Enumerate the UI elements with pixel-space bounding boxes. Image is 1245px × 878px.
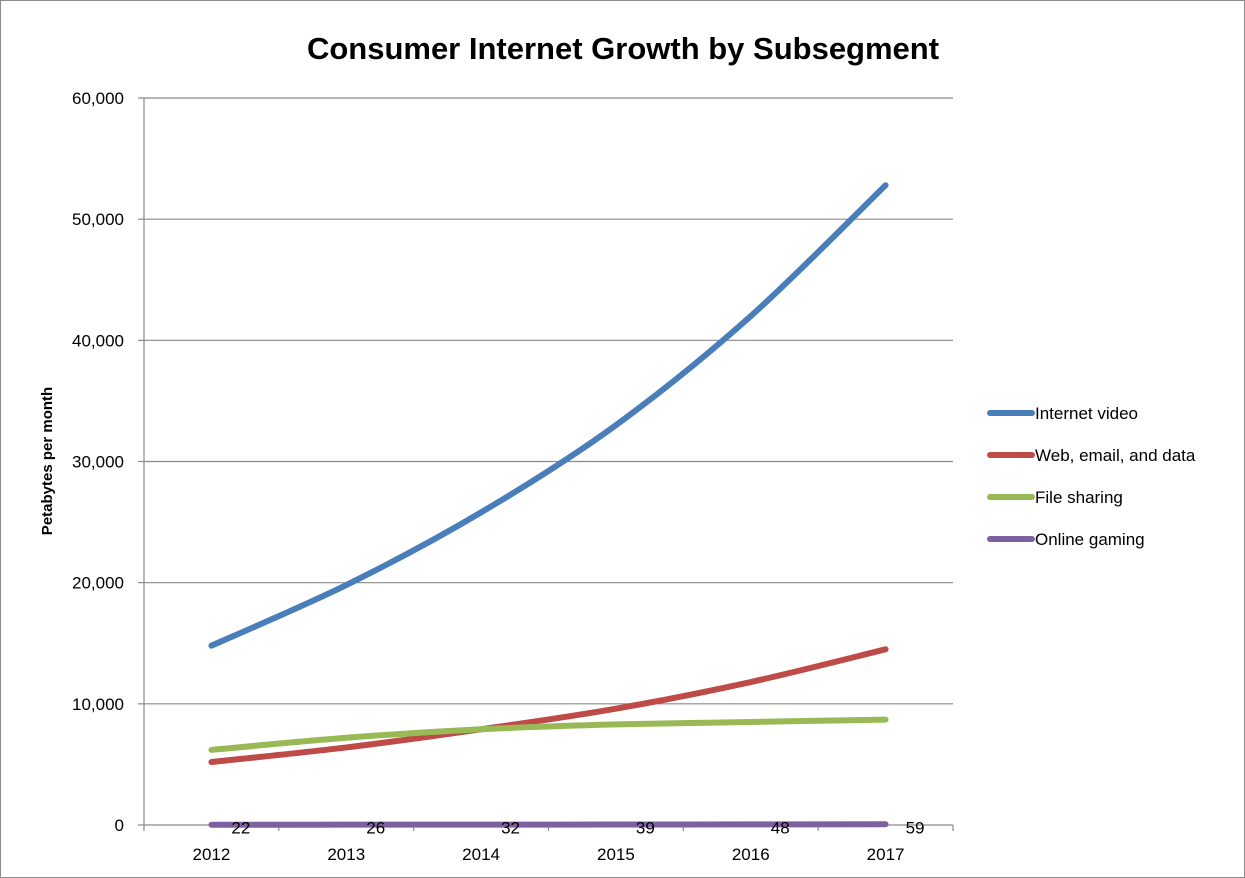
x-tick-label: 2016 (732, 845, 770, 864)
data-point-online-gaming (750, 823, 752, 825)
data-point-online-gaming (885, 823, 887, 825)
data-point-internet-video (480, 511, 482, 513)
data-point-online-gaming (345, 824, 347, 826)
y-tick-label: 20,000 (72, 574, 124, 593)
data-point-web-email-and-data (615, 708, 617, 710)
data-point-file-sharing (750, 721, 752, 723)
y-tick-label: 50,000 (72, 210, 124, 229)
data-point-file-sharing (480, 728, 482, 730)
y-tick-label: 30,000 (72, 453, 124, 472)
data-label-online-gaming: 22 (231, 819, 250, 838)
y-axis-label: Petabytes per month (39, 387, 56, 535)
axes: 0 10,000 20,000 30,000 40,000 50,000 60,000 201… (72, 89, 954, 864)
data-point-web-email-and-data (885, 648, 887, 650)
data-labels: 22 26 32 39 48 59 (231, 818, 924, 837)
data-label-online-gaming: 32 (501, 819, 520, 838)
legend-label-file-sharing: File sharing (1035, 488, 1123, 507)
data-label-online-gaming: 26 (366, 819, 385, 838)
legend-label-internet-video: Internet video (1035, 404, 1138, 423)
data-point-web-email-and-data (750, 681, 752, 683)
x-tick-label: 2015 (597, 845, 635, 864)
data-point-internet-video (885, 184, 887, 186)
data-label-online-gaming: 48 (771, 818, 790, 837)
x-tick-label: 2014 (462, 845, 500, 864)
series-line-file-sharing (208, 716, 889, 753)
data-point-internet-video (345, 584, 347, 586)
y-tick-label: 40,000 (72, 331, 124, 350)
data-label-online-gaming: 59 (906, 818, 925, 837)
y-tick-label: 60,000 (72, 89, 124, 108)
x-tick-label: 2017 (867, 845, 905, 864)
data-label-online-gaming: 39 (636, 819, 655, 838)
data-point-web-email-and-data (345, 746, 347, 748)
data-point-online-gaming (615, 824, 617, 826)
x-tick-label: 2013 (327, 845, 365, 864)
series-lines (208, 182, 889, 828)
data-point-internet-video (615, 424, 617, 426)
data-point-file-sharing (885, 719, 887, 721)
data-point-internet-video (750, 315, 752, 317)
data-point-file-sharing (210, 749, 212, 751)
gridlines (144, 97, 953, 705)
y-tick-label: 0 (115, 816, 124, 835)
data-point-internet-video (210, 645, 212, 647)
x-tick-label: 2012 (193, 845, 231, 864)
data-point-online-gaming (480, 824, 482, 826)
data-point-file-sharing (615, 723, 617, 725)
data-point-web-email-and-data (210, 761, 212, 763)
y-tick-label: 10,000 (72, 695, 124, 714)
legend-label-web-email-and-data: Web, email, and data (1035, 446, 1196, 465)
series-line-web-email-and-data (208, 646, 889, 765)
data-point-file-sharing (345, 737, 347, 739)
data-point-online-gaming (210, 824, 212, 826)
chart-title: Consumer Internet Growth by Subsegment (307, 31, 939, 66)
legend-label-online-gaming: Online gaming (1035, 530, 1145, 549)
series-line-internet-video (208, 182, 889, 649)
legend: Internet video Web, email, and data File s… (987, 404, 1196, 549)
